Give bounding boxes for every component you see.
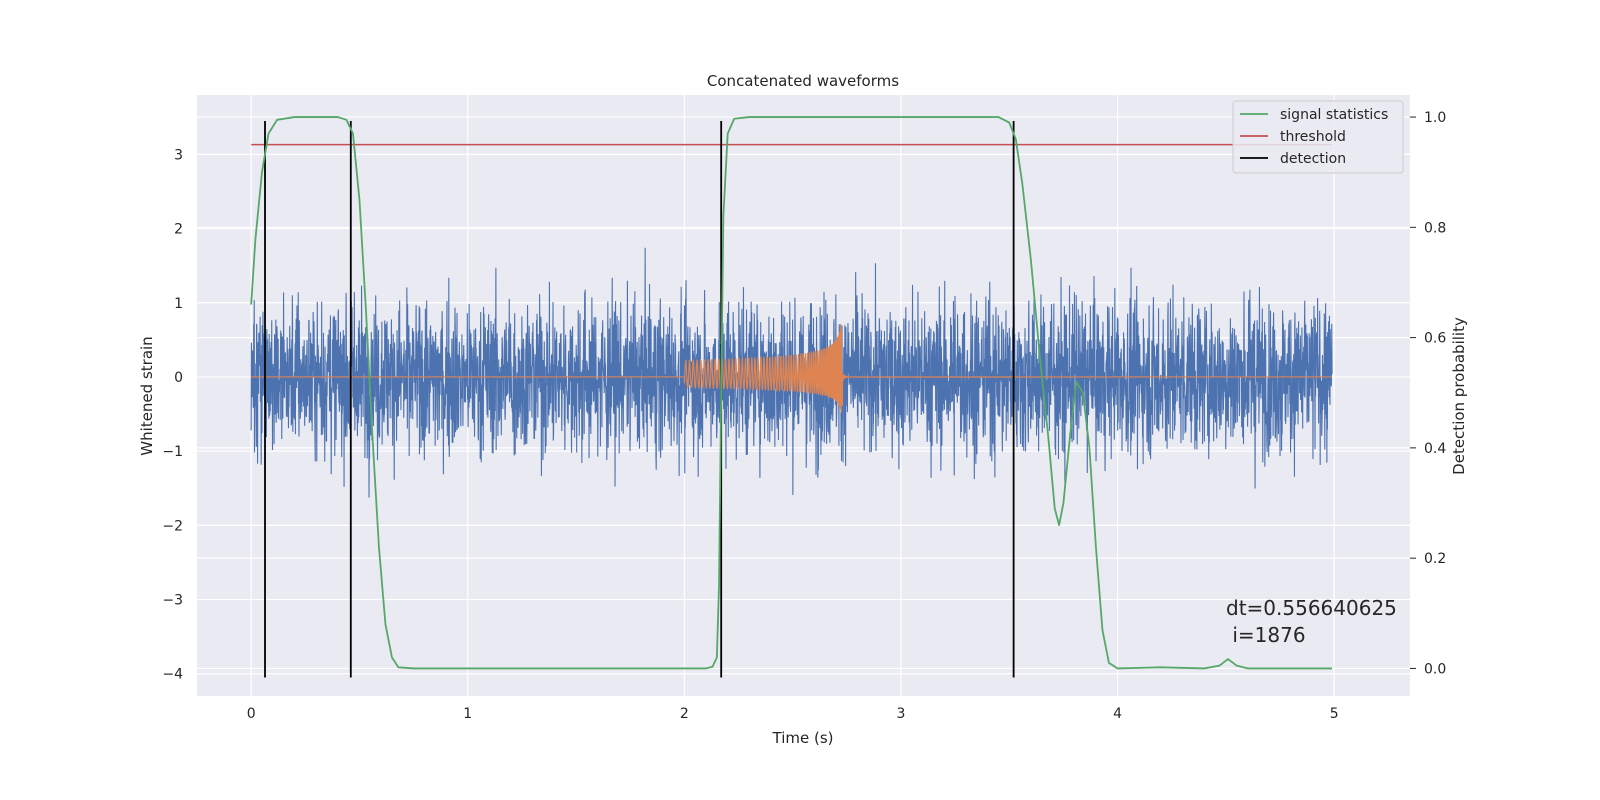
legend-label-threshold: threshold xyxy=(1280,129,1346,145)
y-right-tick-label: 0.0 xyxy=(1424,661,1446,677)
y-tick-label: 3 xyxy=(174,147,183,163)
x-tick-label: 5 xyxy=(1330,706,1339,722)
x-axis-label: Time (s) xyxy=(772,729,834,747)
legend-label-signal-statistics: signal statistics xyxy=(1280,107,1388,123)
y-axis-label: Whitened strain xyxy=(138,336,156,455)
y-right-tick-label: 0.2 xyxy=(1424,551,1446,567)
y-tick-label: 0 xyxy=(174,370,183,386)
y-tick-label: −2 xyxy=(162,518,183,534)
x-tick-label: 4 xyxy=(1113,706,1122,722)
chart-title: Concatenated waveforms xyxy=(707,72,899,90)
legend: signal statistics threshold detection xyxy=(1232,100,1404,174)
annotation-dt: dt=0.556640625 xyxy=(1226,596,1397,620)
annotation-i: i=1876 xyxy=(1226,623,1306,647)
x-tick-label: 3 xyxy=(897,706,906,722)
legend-box xyxy=(1232,100,1404,174)
y-tick-label: 2 xyxy=(174,222,183,238)
y-tick-label: 1 xyxy=(174,296,183,312)
y-tick-label: −1 xyxy=(162,444,183,460)
signal-statistics-series xyxy=(250,116,1333,670)
y-right-tick-label: 0.6 xyxy=(1424,331,1446,347)
x-tick-label: 1 xyxy=(463,706,472,722)
y-right-tick-label: 0.4 xyxy=(1424,441,1446,457)
y-right-tick-label: 1.0 xyxy=(1424,110,1446,126)
legend-label-detection: detection xyxy=(1280,151,1346,167)
axis-ticks: 0 1 2 3 4 5 −4 −3 −2 −1 0 1 2 3 0.0 0.2 0.4 0.6 0.8 1.0 xyxy=(162,110,1446,722)
y-right-tick-label: 0.8 xyxy=(1424,220,1446,236)
x-tick-label: 2 xyxy=(680,706,689,722)
signal-statistics-line xyxy=(250,116,1333,670)
y-tick-label: −4 xyxy=(162,667,183,683)
y-axis-right-label: Detection probability xyxy=(1450,317,1468,475)
injected-waveform-line xyxy=(251,324,1333,413)
x-tick-label: 0 xyxy=(247,706,256,722)
y-tick-label: −3 xyxy=(162,593,183,609)
injected-waveform-series xyxy=(251,324,1333,413)
